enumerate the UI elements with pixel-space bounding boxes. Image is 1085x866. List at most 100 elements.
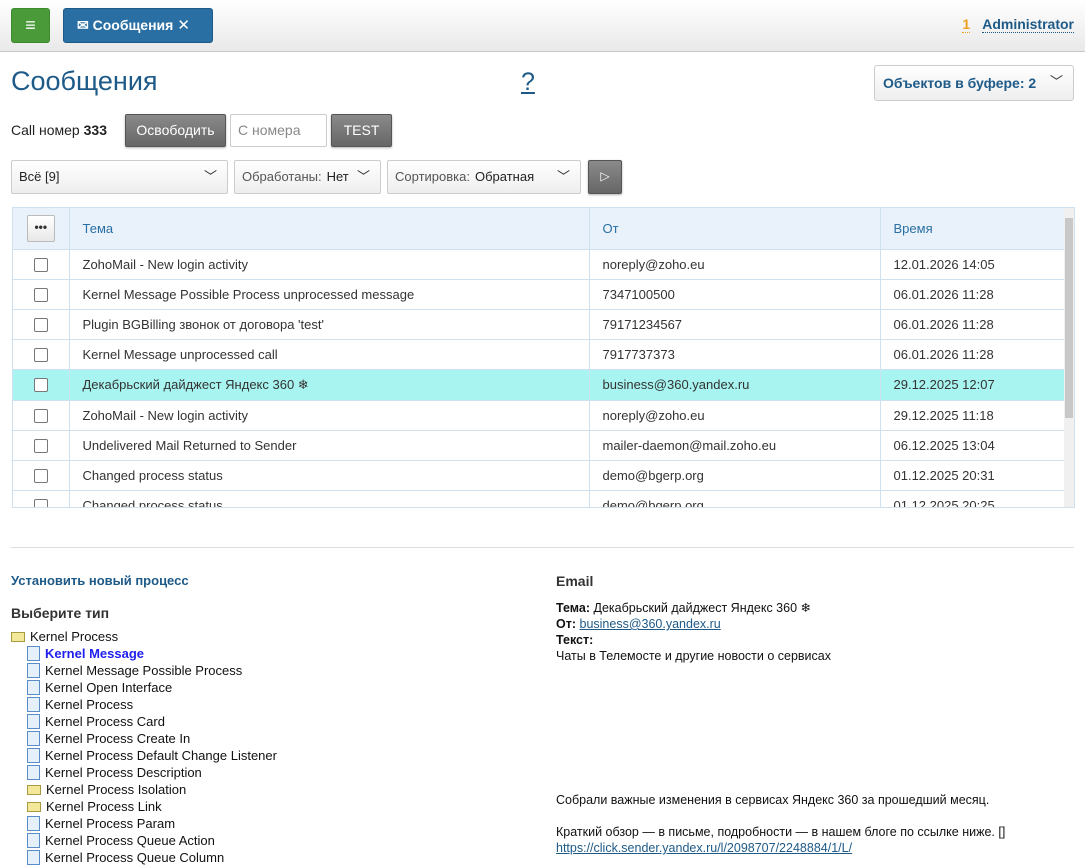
tree-item-label: Kernel Message Possible Process [45, 663, 243, 678]
row-time: 29.12.2025 12:07 [880, 369, 1066, 401]
tree-item[interactable]: Kernel Process Queue Action [11, 832, 277, 849]
tree-item[interactable]: Kernel Process Isolation [11, 781, 277, 798]
row-subject: Декабрьский дайджест Яндекс 360 ❄ [69, 369, 590, 401]
row-checkbox-cell [13, 249, 70, 280]
table-row[interactable]: Декабрьский дайджест Яндекс 360 ❄ busine… [13, 369, 1066, 401]
from-number-input[interactable]: С номера [230, 114, 327, 147]
tab-messages[interactable]: ✉ Сообщения ✕ [63, 8, 213, 43]
user-menu[interactable]: Administrator [982, 16, 1074, 33]
table-row[interactable]: Undelivered Mail Returned to Sender mail… [13, 430, 1066, 461]
row-subject: Kernel Message unprocessed call [69, 339, 590, 370]
file-icon [27, 816, 40, 831]
tree-item-label: Kernel Process [45, 697, 134, 712]
row-time: 29.12.2025 11:18 [880, 400, 1066, 431]
tree-item-label: Kernel Process Queue Action [45, 833, 215, 848]
call-number: 333 [83, 122, 107, 138]
table-header: ••• Тема От Время [13, 208, 1066, 250]
scrollbar-thumb[interactable] [1065, 218, 1073, 418]
close-icon[interactable]: ✕ [177, 17, 190, 34]
help-link[interactable]: ? [521, 68, 535, 96]
tree-item-label: Kernel Message [45, 646, 144, 661]
hamburger-icon[interactable]: ≡ [11, 8, 50, 43]
row-checkbox-cell [13, 279, 70, 310]
row-time: 06.12.2025 13:04 [880, 430, 1066, 461]
processed-select[interactable]: Обработаны: Нет ﹀ [234, 160, 381, 194]
row-checkbox[interactable] [33, 378, 48, 393]
user-area: 1 Administrator [962, 16, 1074, 33]
notification-count[interactable]: 1 [962, 16, 971, 33]
column-time[interactable]: Время [880, 208, 1066, 250]
row-from: noreply@zoho.eu [589, 400, 881, 431]
row-subject: Kernel Message Possible Process unproces… [69, 279, 590, 310]
tree-item[interactable]: Kernel Process Link [11, 798, 277, 815]
chevron-down-icon: ﹀ [203, 169, 217, 184]
tree-item[interactable]: Kernel Process Card [11, 713, 277, 730]
email-text-line: Собрали важные изменения в сервисах Янде… [556, 793, 990, 807]
email-text-line: Краткий обзор — в письме, подробности — … [556, 825, 1006, 839]
table-row[interactable]: Changed process status demo@bgerp.org 01… [13, 490, 1066, 507]
call-info: Call номер 333 [11, 122, 107, 138]
apply-filter-button[interactable]: ▷ [588, 160, 622, 194]
tree-root[interactable]: Kernel Process [11, 628, 277, 645]
row-checkbox-cell [13, 339, 70, 370]
row-checkbox-cell [13, 430, 70, 461]
file-icon [27, 663, 40, 678]
row-checkbox[interactable] [33, 347, 48, 362]
tree-item[interactable]: Kernel Process Description [11, 764, 277, 781]
table-scrollbar[interactable] [1064, 208, 1074, 507]
row-subject: Plugin BGBilling звонок от договора 'tes… [69, 309, 590, 340]
table-row[interactable]: Kernel Message Possible Process unproces… [13, 279, 1066, 310]
table-row[interactable]: Kernel Message unprocessed call 79177373… [13, 339, 1066, 370]
row-checkbox[interactable] [33, 498, 48, 507]
file-icon [27, 697, 40, 712]
tree-item[interactable]: Kernel Open Interface [11, 679, 277, 696]
release-button[interactable]: Освободить [125, 114, 226, 147]
tree-item[interactable]: Kernel Message Possible Process [11, 662, 277, 679]
row-checkbox[interactable] [33, 257, 48, 272]
filter-all-select[interactable]: Всё [9] ﹀ [11, 160, 228, 194]
tree-item-label: Kernel Open Interface [45, 680, 173, 695]
folder-icon [27, 802, 41, 812]
row-checkbox[interactable] [33, 408, 48, 423]
new-process-link[interactable]: Установить новый процесс [11, 573, 189, 588]
row-checkbox[interactable] [33, 468, 48, 483]
processed-value: Нет [326, 169, 349, 184]
row-time: 01.12.2025 20:25 [880, 490, 1066, 507]
email-preview: Email Тема: Декабрьский дайджест Яндекс … [556, 573, 1076, 856]
tree-item[interactable]: Kernel Process Create In [11, 730, 277, 747]
row-checkbox[interactable] [33, 287, 48, 302]
row-from: 7347100500 [589, 279, 881, 310]
processed-label: Обработаны: [242, 169, 322, 184]
email-title: Email [556, 573, 594, 589]
table-row[interactable]: Plugin BGBilling звонок от договора 'tes… [13, 309, 1066, 340]
row-time: 12.01.2026 14:05 [880, 249, 1066, 280]
tree-item[interactable]: Kernel Process Param [11, 815, 277, 832]
row-checkbox-cell [13, 309, 70, 340]
row-checkbox-cell [13, 490, 70, 507]
row-subject: Undelivered Mail Returned to Sender [69, 430, 590, 461]
more-icon[interactable]: ••• [26, 214, 55, 242]
row-checkbox[interactable] [33, 438, 48, 453]
tree-item[interactable]: Kernel Process Default Change Listener [11, 747, 277, 764]
file-icon [27, 765, 40, 780]
email-from-link[interactable]: business@360.yandex.ru [579, 617, 721, 631]
column-from[interactable]: От [589, 208, 881, 250]
tree-item[interactable]: Kernel Message [11, 645, 277, 662]
table-row[interactable]: Changed process status demo@bgerp.org 01… [13, 460, 1066, 491]
file-icon [27, 748, 40, 763]
row-checkbox[interactable] [33, 317, 48, 332]
row-checkbox-cell [13, 400, 70, 431]
tree-item[interactable]: Kernel Process [11, 696, 277, 713]
divider [11, 547, 1074, 548]
email-body-link[interactable]: https://click.sender.yandex.ru/l/2098707… [556, 841, 853, 855]
table-row[interactable]: ZohoMail - New login activity noreply@zo… [13, 400, 1066, 431]
sort-select[interactable]: Сортировка: Обратная ﹀ [387, 160, 581, 194]
row-from: 79171234567 [589, 309, 881, 340]
messages-table: ••• Тема От Время ZohoMail - New login a… [12, 207, 1075, 508]
column-subject[interactable]: Тема [69, 208, 590, 250]
row-time: 06.01.2026 11:28 [880, 339, 1066, 370]
tree-item-label: Kernel Process Description [45, 765, 202, 780]
test-button[interactable]: TEST [331, 114, 392, 147]
table-row[interactable]: ZohoMail - New login activity noreply@zo… [13, 249, 1066, 280]
buffer-dropdown[interactable]: Объектов в буфере: 2 ﹀ [874, 65, 1074, 101]
